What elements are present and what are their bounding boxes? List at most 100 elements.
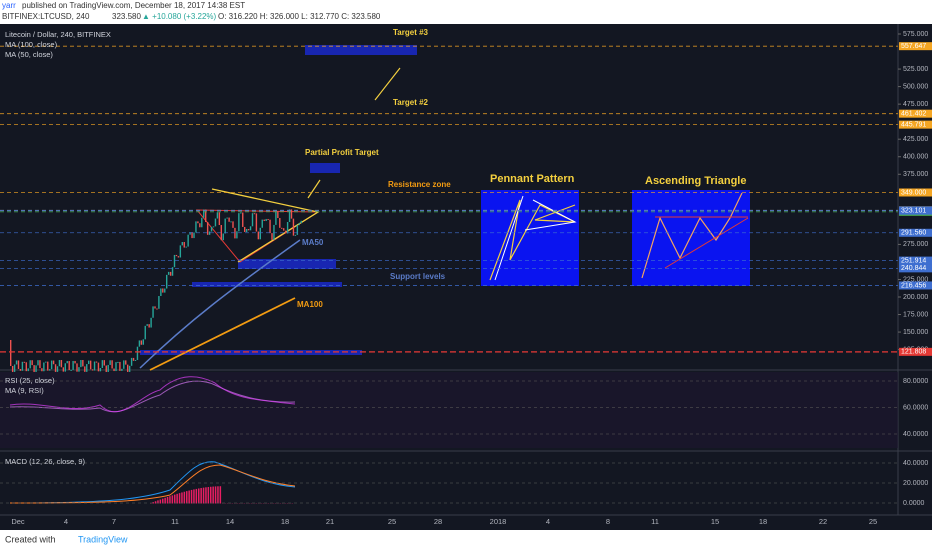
candle xyxy=(253,213,256,215)
candle xyxy=(210,226,213,232)
candle xyxy=(93,361,96,371)
candle xyxy=(27,368,29,372)
time-label: 25 xyxy=(388,517,396,526)
time-label: 4 xyxy=(64,517,68,526)
candle xyxy=(132,357,135,361)
macd-hist xyxy=(226,503,229,504)
candle xyxy=(144,325,146,340)
candle xyxy=(175,254,178,257)
macd-hist xyxy=(164,497,166,504)
macd-hist xyxy=(195,488,198,504)
macd-hist xyxy=(272,503,274,504)
footer-bg xyxy=(0,530,932,550)
candle xyxy=(134,359,137,361)
candle xyxy=(166,274,168,289)
candle xyxy=(160,288,162,297)
candle xyxy=(54,364,57,372)
level-label: 349.000 xyxy=(901,189,926,196)
time-label: Dec xyxy=(11,517,25,526)
macd-hist xyxy=(238,503,241,504)
candle xyxy=(25,362,27,372)
time-label: 25 xyxy=(869,517,877,526)
candle xyxy=(117,361,119,363)
candle xyxy=(66,361,68,364)
candle xyxy=(244,226,246,233)
macd-hist xyxy=(212,486,214,504)
candle xyxy=(97,362,100,372)
level-tag xyxy=(899,347,932,356)
candle xyxy=(281,227,283,229)
macd-label: 40.0000 xyxy=(903,460,928,467)
macd-hist xyxy=(174,494,176,504)
candle xyxy=(130,357,133,366)
candle xyxy=(290,209,293,219)
price-label: 175.000 xyxy=(903,311,928,318)
candle xyxy=(95,361,98,363)
candle xyxy=(255,213,258,232)
candle xyxy=(72,360,74,370)
macd-hist xyxy=(162,498,164,504)
candle xyxy=(88,360,90,365)
macd-hist xyxy=(214,486,217,504)
candle xyxy=(228,217,230,222)
candle xyxy=(249,226,252,231)
macd-hist xyxy=(217,486,219,504)
candle xyxy=(39,360,41,369)
macd-hist xyxy=(250,503,253,504)
level-tag xyxy=(899,109,932,118)
candle xyxy=(49,369,51,371)
time-label: 11 xyxy=(651,517,659,526)
macd-hist xyxy=(169,496,171,504)
time-label: 8 xyxy=(606,517,610,526)
candle xyxy=(35,365,37,372)
level-label: 251.914 xyxy=(901,257,926,264)
candle xyxy=(29,360,31,369)
annotation: Partial Profit Target xyxy=(305,148,379,157)
publisher: yarr xyxy=(2,1,16,10)
candle xyxy=(128,365,131,372)
time-label: 18 xyxy=(759,517,767,526)
macd-legend: MACD (12, 26, close, 9) xyxy=(5,457,86,466)
price-label: 200.000 xyxy=(903,294,928,301)
signal-line xyxy=(9,464,296,504)
macd-hist xyxy=(210,486,212,504)
rsi-legend: MA (9, RSI) xyxy=(5,386,44,395)
level-tag xyxy=(899,188,932,197)
candle xyxy=(11,366,14,372)
published: published on TradingView.com, December 1… xyxy=(22,1,245,10)
annotation: Target #2 xyxy=(393,98,429,107)
candle xyxy=(238,213,240,232)
pennant-box xyxy=(481,190,579,286)
candle xyxy=(288,209,291,223)
macd-label: 0.0000 xyxy=(903,500,925,507)
candle xyxy=(257,231,260,240)
candle xyxy=(245,229,248,233)
candle xyxy=(185,246,187,248)
macd-hist xyxy=(157,500,159,504)
level-tag xyxy=(899,42,932,51)
time-label: 2018 xyxy=(490,517,507,526)
legend: Litecoin / Dollar, 240, BITFINEX xyxy=(5,30,111,39)
candle xyxy=(222,233,224,241)
ma100-line xyxy=(149,297,296,371)
candle xyxy=(169,271,172,276)
candle xyxy=(82,360,84,367)
macd-hist xyxy=(200,488,202,504)
candle xyxy=(17,360,20,369)
candle xyxy=(177,256,180,258)
candle xyxy=(263,219,265,222)
macd-hist xyxy=(219,486,222,504)
candle xyxy=(23,361,26,363)
candle xyxy=(267,218,269,220)
candle xyxy=(140,340,143,345)
candle xyxy=(193,232,195,239)
rsi-band xyxy=(0,372,898,448)
macd-hist xyxy=(224,503,226,504)
price-label: 575.000 xyxy=(903,31,928,38)
macd-hist xyxy=(186,491,188,504)
macd-hist xyxy=(183,491,186,504)
macd-hist xyxy=(181,492,183,504)
candle xyxy=(292,218,295,236)
macd-hist xyxy=(154,501,157,504)
zone xyxy=(305,45,417,55)
